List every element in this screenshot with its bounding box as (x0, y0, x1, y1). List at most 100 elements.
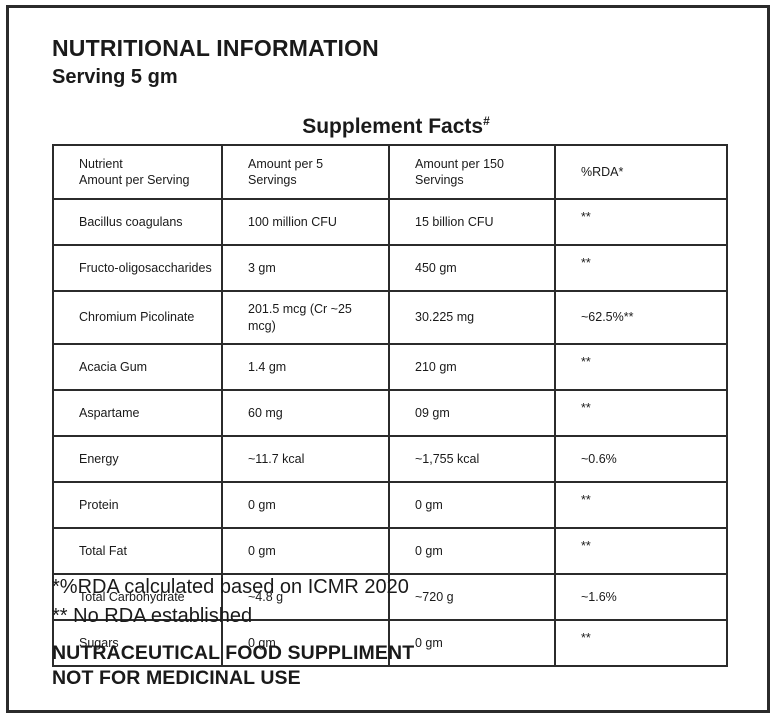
table-header-row: Nutrient Amount per Serving Amount per 5… (52, 144, 728, 200)
supplement-facts-title: Supplement Facts# (9, 114, 767, 139)
cell-amount-per-5-text: ~11.7 kcal (248, 451, 305, 466)
cell-nutrient: Protein (52, 481, 223, 529)
cell-nutrient-text: Aspartame (79, 405, 140, 420)
cell-amount-per-5: 60 mg (221, 389, 390, 437)
cell-amount-per-5: 1.4 gm (221, 343, 390, 391)
cell-amount-per-150-text: 450 gm (415, 260, 457, 275)
cell-rda-text: ** (581, 209, 591, 224)
column-header-nutrient: Nutrient Amount per Serving (52, 144, 223, 200)
cell-rda-text: ** (581, 630, 591, 645)
cell-amount-per-5: ~4.8 g (221, 573, 390, 621)
cell-amount-per-150: ~720 g (388, 573, 556, 621)
cell-amount-per-5: 201.5 mcg (Cr ~25 mcg) (221, 290, 390, 345)
column-header-amount-per-5: Amount per 5 Servings (221, 144, 390, 200)
nutraceutical-statement-line2: NOT FOR MEDICINAL USE (52, 667, 301, 690)
cell-rda: ** (554, 389, 728, 437)
cell-nutrient-text: Total Fat (79, 543, 127, 558)
table-row: Aspartame 60 mg 09 gm ** (52, 389, 728, 437)
cell-nutrient: Aspartame (52, 389, 223, 437)
cell-amount-per-5: 3 gm (221, 244, 390, 292)
nutraceutical-statement-line1: NUTRACEUTICAL FOOD SUPPLIMENT (52, 642, 415, 664)
cell-rda: ** (554, 244, 728, 292)
cell-amount-per-5-text: 0 gm (248, 543, 276, 558)
rda-footnote: *%RDA calculated based on ICMR 2020 (52, 576, 409, 598)
cell-amount-per-150-text: 0 gm (415, 497, 443, 512)
column-header-rda: %RDA* (554, 144, 728, 200)
cell-amount-per-5-text: 1.4 gm (248, 359, 287, 374)
cell-amount-per-5-text: 3 gm (248, 260, 276, 275)
cell-nutrient-text: Acacia Gum (79, 359, 148, 374)
column-header-amount-per-150-line1: Amount per 150 (415, 156, 504, 171)
cell-rda: ** (554, 343, 728, 391)
cell-amount-per-150-text: 0 gm (415, 635, 443, 650)
cell-rda-text: ** (581, 255, 591, 270)
cell-amount-per-5-text: 100 million CFU (248, 214, 337, 229)
cell-nutrient-text: Chromium Picolinate (79, 310, 195, 325)
cell-amount-per-150: 30.225 mg (388, 290, 556, 345)
cell-nutrient-text: Energy (79, 451, 119, 466)
supplement-facts-table-wrap: Nutrient Amount per Serving Amount per 5… (52, 144, 728, 667)
cell-amount-per-5-text: 60 mg (248, 405, 283, 420)
column-header-amount-per-150-line2: Servings (415, 173, 464, 187)
cell-amount-per-150: 0 gm (388, 619, 556, 667)
cell-amount-per-5: 0 gm (221, 619, 390, 667)
cell-nutrient: Total Fat (52, 527, 223, 575)
table-row: Energy ~11.7 kcal ~1,755 kcal ~0.6% (52, 435, 728, 483)
footer-spacer (52, 631, 742, 641)
cell-amount-per-150-text: 15 billion CFU (415, 214, 494, 229)
cell-amount-per-5: 0 gm (221, 481, 390, 529)
cell-rda: ~1.6% (554, 573, 728, 621)
cell-nutrient: Total Carbohydrate (52, 573, 223, 621)
cell-rda-text: ** (581, 354, 591, 369)
cell-amount-per-5: ~11.7 kcal (221, 435, 390, 483)
cell-nutrient-text: Protein (79, 497, 119, 512)
table-row: Sugars 0 gm 0 gm ** (52, 619, 728, 667)
cell-amount-per-150-text: ~1,755 kcal (415, 451, 480, 466)
column-header-amount-per-5-line1: Amount per 5 (248, 156, 324, 171)
cell-nutrient: Fructo-oligosaccharides (52, 244, 223, 292)
cell-amount-per-5-text: 0 gm (248, 635, 276, 650)
column-header-rda-text: %RDA* (581, 164, 624, 179)
table-row: Protein 0 gm 0 gm ** (52, 481, 728, 529)
serving-size-text: Serving 5 gm (52, 65, 178, 88)
label-footer-block: *%RDA calculated based on ICMR 2020 ** N… (52, 573, 742, 692)
cell-rda-text: ~1.6% (581, 589, 617, 604)
cell-rda: ~0.6% (554, 435, 728, 483)
cell-amount-per-150-text: 0 gm (415, 543, 443, 558)
cell-amount-per-150: 0 gm (388, 481, 556, 529)
cell-nutrient: Chromium Picolinate (52, 290, 223, 345)
cell-amount-per-150: 0 gm (388, 527, 556, 575)
cell-amount-per-150-text: ~720 g (415, 589, 454, 604)
cell-amount-per-150-text: 09 gm (415, 405, 450, 420)
table-row: Bacillus coagulans 100 million CFU 15 bill… (52, 198, 728, 246)
cell-amount-per-5: 100 million CFU (221, 198, 390, 246)
cell-rda-text: ~0.6% (581, 451, 617, 466)
cell-nutrient-text: Fructo-oligosaccharides (79, 260, 212, 275)
table-row: Total Fat 0 gm 0 gm ** (52, 527, 728, 575)
cell-amount-per-150: ~1,755 kcal (388, 435, 556, 483)
cell-nutrient-text: Bacillus coagulans (79, 214, 183, 229)
cell-nutrient-text: Total Carbohydrate (79, 589, 185, 604)
column-header-nutrient-line2: Amount per Serving (79, 173, 190, 187)
supplement-facts-table: Nutrient Amount per Serving Amount per 5… (52, 144, 728, 667)
column-header-amount-per-150: Amount per 150 Servings (388, 144, 556, 200)
cell-amount-per-150: 210 gm (388, 343, 556, 391)
cell-amount-per-150: 450 gm (388, 244, 556, 292)
column-header-amount-per-5-line2: Servings (248, 173, 297, 187)
table-row: Chromium Picolinate 201.5 mcg (Cr ~25 mcg… (52, 290, 728, 345)
cell-amount-per-5-text: 201.5 mcg (Cr ~25 mcg) (248, 302, 352, 333)
cell-rda: ** (554, 198, 728, 246)
cell-rda: ~62.5%** (554, 290, 728, 345)
cell-nutrient-text: Sugars (79, 635, 119, 650)
cell-nutrient: Energy (52, 435, 223, 483)
cell-rda-text: ~62.5%** (581, 310, 634, 325)
cell-amount-per-150: 15 billion CFU (388, 198, 556, 246)
cell-rda: ** (554, 619, 728, 667)
table-row: Fructo-oligosaccharides 3 gm 450 gm ** (52, 244, 728, 292)
cell-amount-per-150-text: 210 gm (415, 359, 457, 374)
page-title: NUTRITIONAL INFORMATION (52, 35, 379, 61)
cell-rda-text: ** (581, 538, 591, 553)
table-row: Acacia Gum 1.4 gm 210 gm ** (52, 343, 728, 391)
cell-amount-per-5-text: 0 gm (248, 497, 276, 512)
cell-nutrient: Bacillus coagulans (52, 198, 223, 246)
